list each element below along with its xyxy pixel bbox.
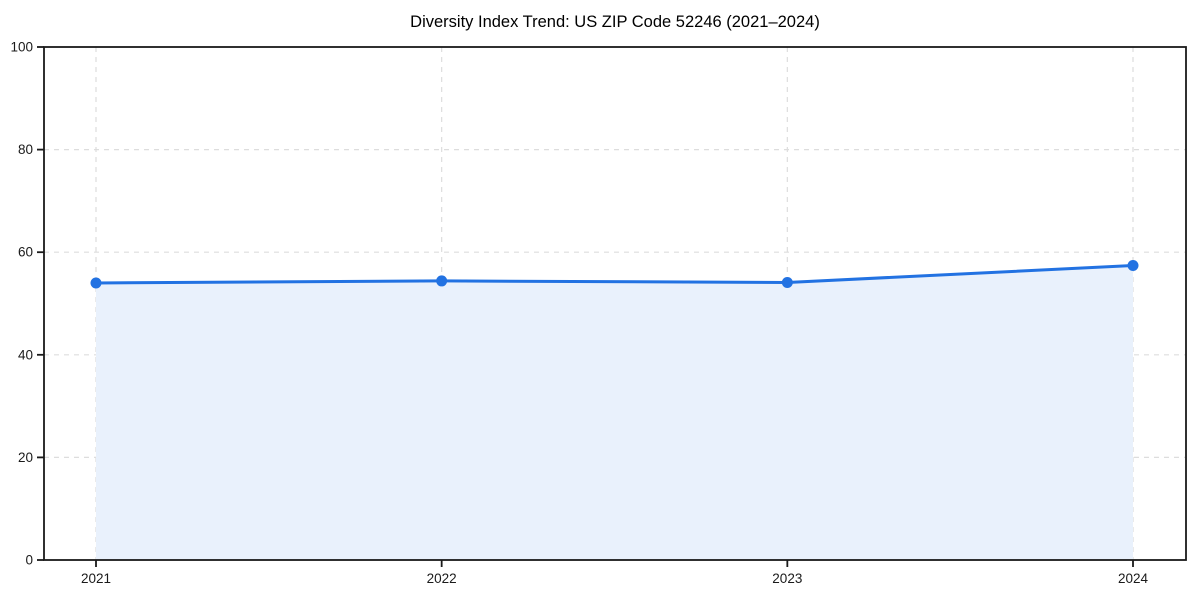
y-tick-label: 0	[25, 553, 33, 568]
y-tick-label: 100	[10, 40, 33, 55]
y-tick-label: 20	[18, 450, 33, 465]
data-point	[1127, 260, 1139, 272]
plot-border	[43, 46, 1187, 561]
x-tick-label: 2022	[427, 571, 457, 586]
data-point	[90, 277, 102, 289]
data-point	[781, 276, 793, 288]
x-tick-label: 2021	[81, 571, 111, 586]
chart-title: Diversity Index Trend: US ZIP Code 52246…	[410, 13, 820, 31]
area-fill	[96, 265, 1133, 560]
data-point	[436, 275, 448, 287]
x-tick-label: 2024	[1118, 571, 1149, 586]
trend-line	[94, 264, 1135, 285]
x-tick-label: 2023	[772, 571, 802, 586]
y-tick-label: 80	[18, 142, 33, 157]
y-tick-label: 60	[18, 245, 33, 260]
y-tick-label: 40	[18, 347, 33, 362]
